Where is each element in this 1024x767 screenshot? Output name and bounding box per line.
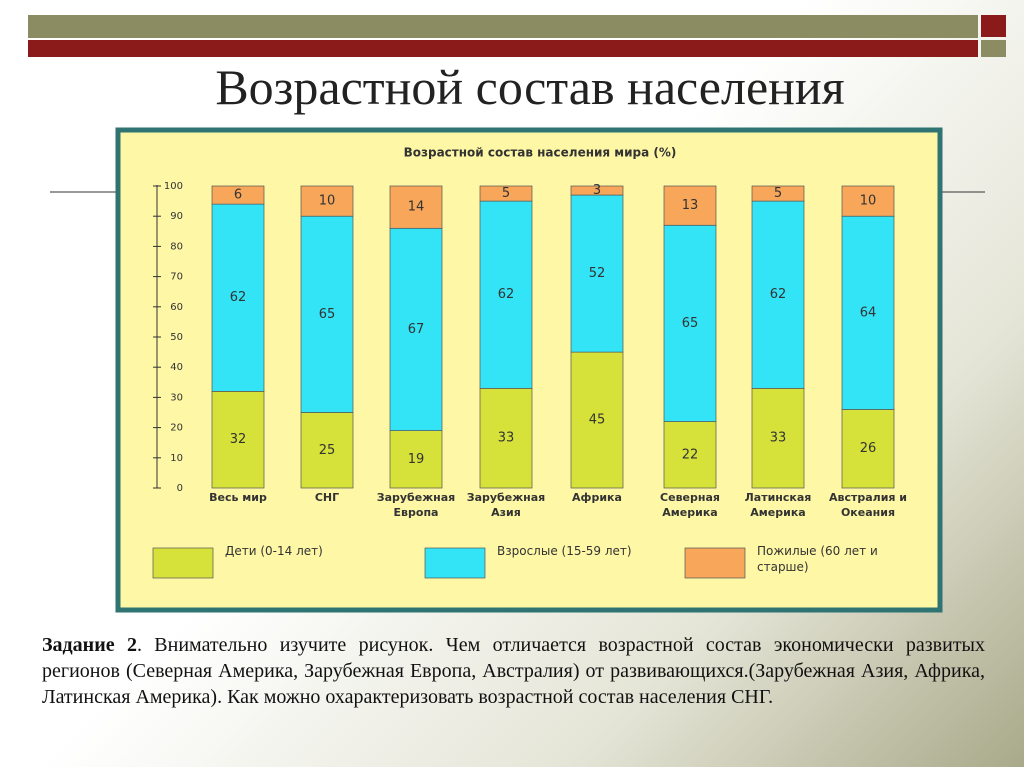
bar-segment xyxy=(300,215,354,413)
data-label: 45 xyxy=(589,413,606,428)
x-tick-label: Зарубежная Азия xyxy=(466,491,546,519)
data-label: 32 xyxy=(230,432,247,447)
data-label: 10 xyxy=(860,194,877,209)
data-label: 67 xyxy=(408,322,425,337)
data-label: 5 xyxy=(774,186,782,201)
y-tick-label: 90 xyxy=(170,211,183,222)
data-label: 19 xyxy=(408,452,425,467)
data-label: 65 xyxy=(319,307,336,322)
corner-square xyxy=(981,40,1006,57)
bar-segment xyxy=(570,185,624,196)
x-tick-label: Северная Америка xyxy=(660,491,720,519)
data-label: 33 xyxy=(498,431,515,446)
data-label: 52 xyxy=(589,266,606,281)
legend-label: Взрослые (15-59 лет) xyxy=(497,544,632,558)
y-tick-label: 80 xyxy=(170,241,183,252)
y-tick-label: 100 xyxy=(164,181,183,192)
bar-segment xyxy=(211,185,265,205)
bar-segment xyxy=(211,203,265,392)
data-label: 13 xyxy=(682,198,699,213)
bar-segment xyxy=(841,185,895,217)
bar-segment xyxy=(841,409,895,489)
top-band xyxy=(28,15,978,38)
data-label: 26 xyxy=(860,441,877,456)
bar-segment xyxy=(570,194,624,353)
bar-segment xyxy=(211,391,265,489)
data-label: 62 xyxy=(230,290,247,305)
y-tick-label: 70 xyxy=(170,272,183,283)
legend-label: Дети (0-14 лет) xyxy=(225,544,323,558)
bar-segment xyxy=(389,430,443,489)
bar-segment xyxy=(479,387,533,489)
x-tick-label: Африка xyxy=(572,491,622,504)
legend-swatch xyxy=(424,547,486,579)
task-text: . Внимательно изучите рисунок. Чем отлич… xyxy=(42,634,985,708)
task: Задание 2. Внимательно изучите рисунок. … xyxy=(42,632,985,710)
bar-segment xyxy=(663,421,717,489)
x-tick-label: СНГ xyxy=(314,491,340,504)
data-label: 6 xyxy=(234,188,242,203)
bar-segment xyxy=(479,200,533,389)
data-label: 62 xyxy=(770,287,787,302)
legend-label: Пожилые (60 лет и старше) xyxy=(757,544,878,574)
corner-square xyxy=(981,15,1006,37)
data-label: 64 xyxy=(860,305,877,320)
bar-segment xyxy=(300,185,354,217)
x-tick-label: Зарубежная Европа xyxy=(376,491,456,519)
y-tick-label: 40 xyxy=(170,362,183,373)
data-label: 62 xyxy=(498,287,515,302)
data-label: 65 xyxy=(682,316,699,331)
bar-segment xyxy=(300,412,354,489)
bar-segment xyxy=(389,185,443,229)
bar-segment xyxy=(389,227,443,431)
legend-swatch xyxy=(684,547,746,579)
y-tick-label: 0 xyxy=(177,483,183,494)
bar-segment xyxy=(663,224,717,422)
y-tick-label: 60 xyxy=(170,302,183,313)
bar-segment xyxy=(751,185,805,202)
top-band xyxy=(28,40,978,57)
data-label: 14 xyxy=(408,200,425,215)
data-label: 3 xyxy=(593,183,601,198)
y-tick-label: 50 xyxy=(170,332,183,343)
slide-title: Возрастной состав населения xyxy=(215,59,845,115)
bar-segment xyxy=(751,200,805,389)
legend-swatch xyxy=(152,547,214,579)
task-label: Задание 2 xyxy=(42,634,137,656)
x-tick-label: Австралия и Океания xyxy=(828,491,908,519)
data-label: 33 xyxy=(770,431,787,446)
bar-segment xyxy=(751,387,805,489)
x-tick-label: Латинская Америка xyxy=(744,491,812,519)
y-tick-label: 10 xyxy=(170,453,183,464)
bar-segment xyxy=(841,215,895,410)
bar-segment xyxy=(663,185,717,226)
y-tick-label: 20 xyxy=(170,423,183,434)
y-tick-label: 30 xyxy=(170,392,183,403)
data-label: 10 xyxy=(319,194,336,209)
bar-segment xyxy=(479,185,533,202)
data-label: 5 xyxy=(502,186,510,201)
bar-segment xyxy=(570,351,624,489)
chart-title: Возрастной состав населения мира (%) xyxy=(404,146,677,160)
data-label: 22 xyxy=(682,447,699,462)
data-label: 25 xyxy=(319,443,336,458)
x-tick-label: Весь мир xyxy=(209,491,267,504)
